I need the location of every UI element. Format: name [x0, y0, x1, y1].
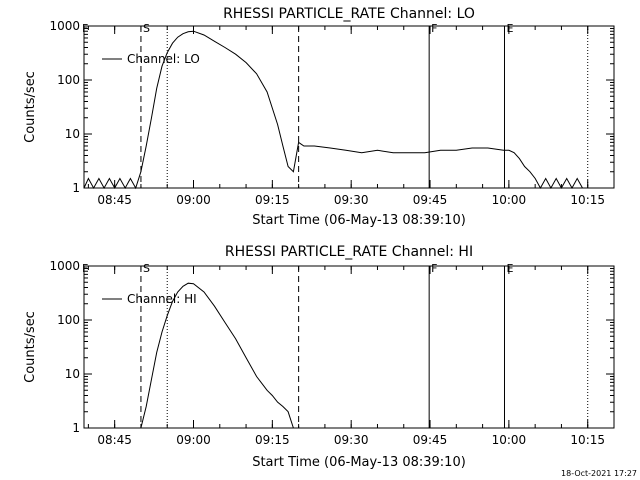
x-tick-label: 09:15: [255, 433, 290, 447]
hi-channel-panel: RHESSI PARTICLE_RATE Channel: HI Start Ti…: [23, 244, 615, 470]
x-tick-label: 10:15: [570, 193, 605, 207]
marker-label-f: F: [431, 22, 437, 35]
x-tick-label: 09:30: [334, 193, 369, 207]
x-tick-label: 10:00: [492, 433, 527, 447]
y-tick-label: 10: [65, 367, 80, 381]
x-axis-label: Start Time (06-May-13 08:39:10): [252, 455, 466, 470]
chart-title: RHESSI PARTICLE_RATE Channel: LO: [223, 6, 475, 22]
series-line: [140, 282, 294, 429]
x-tick-label: 09:45: [413, 193, 448, 207]
x-tick-label: 10:15: [570, 433, 605, 447]
x-tick-label: 09:45: [413, 433, 448, 447]
flag-marker-edge: F: [82, 22, 88, 35]
y-tick-label: 100: [57, 73, 80, 87]
x-tick-label: 09:15: [255, 193, 290, 207]
marker-label-f: F: [431, 262, 437, 275]
x-axis-label: Start Time (06-May-13 08:39:10): [252, 213, 466, 228]
y-tick-label: 100: [57, 313, 80, 327]
legend-label: Channel: LO: [127, 52, 200, 66]
flag-marker-edge: F: [82, 262, 88, 275]
legend-label: Channel: HI: [127, 292, 197, 306]
x-tick-label: 08:45: [97, 193, 132, 207]
marker-label-e: E: [506, 262, 513, 275]
plot-frame: [83, 265, 615, 429]
series-line: [83, 30, 588, 190]
y-axis-label: Counts/sec: [23, 71, 38, 143]
y-axis-label: Counts/sec: [23, 311, 38, 383]
y-tick-label: 10: [65, 127, 80, 141]
x-tick-label: 09:30: [334, 433, 369, 447]
marker-label-e: E: [506, 22, 513, 35]
y-tick-label: 1000: [49, 259, 80, 273]
lo-channel-panel: RHESSI PARTICLE_RATE Channel: LO Start Ti…: [23, 6, 615, 228]
marker-label-s: S: [143, 262, 150, 275]
marker-label-s: S: [143, 22, 150, 35]
plot-frame: [83, 25, 615, 189]
y-tick-label: 1000: [49, 19, 80, 33]
y-tick-label: 1: [72, 181, 80, 195]
x-tick-label: 08:45: [97, 433, 132, 447]
x-tick-label: 09:00: [176, 193, 211, 207]
footer-stamp: 18-Oct-2021 17:27: [561, 469, 637, 478]
y-tick-label: 1: [72, 421, 80, 435]
x-tick-label: 10:00: [492, 193, 527, 207]
x-tick-label: 09:00: [176, 433, 211, 447]
chart-title: RHESSI PARTICLE_RATE Channel: HI: [225, 244, 473, 260]
